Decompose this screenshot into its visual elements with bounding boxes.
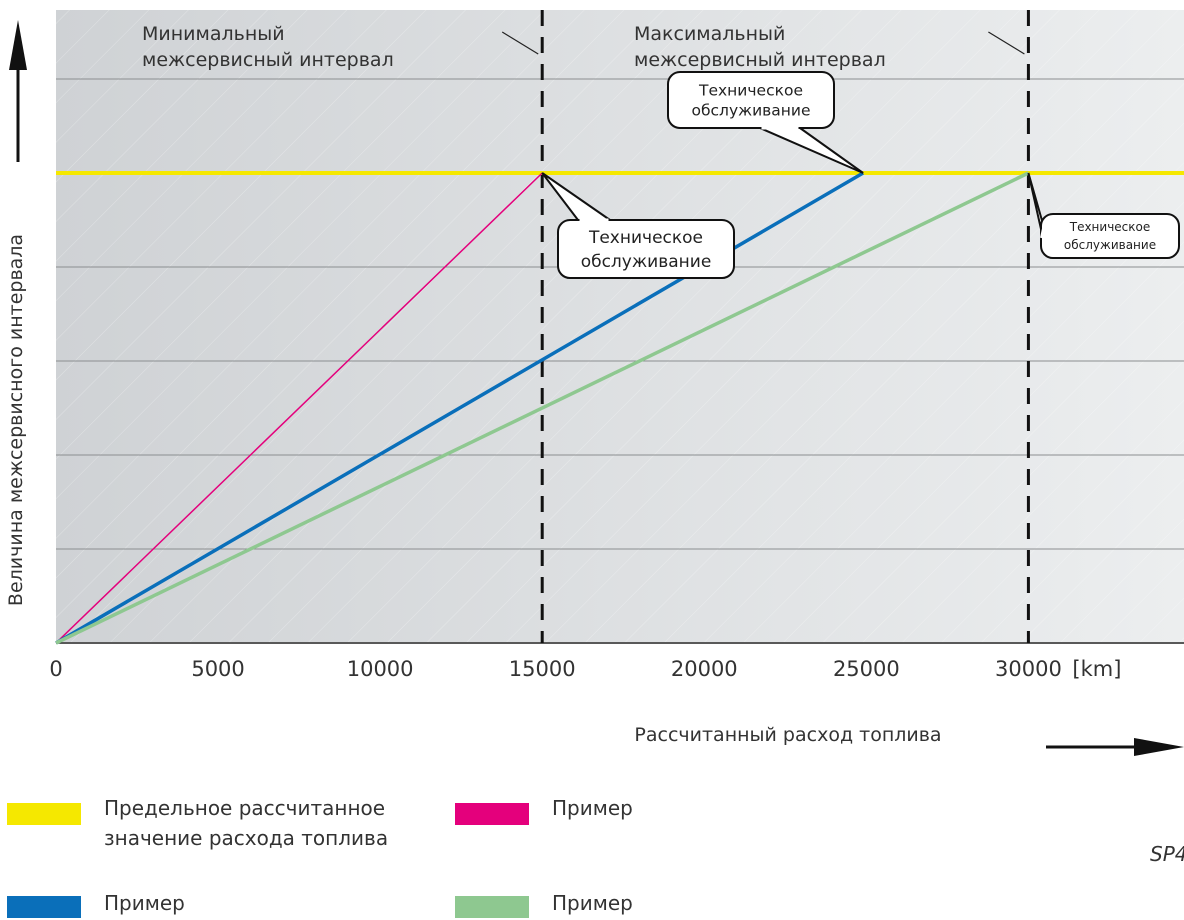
- interval-regions: Минимальный межсервисный интервал Максимал…: [142, 10, 1030, 643]
- callouts: Техническое обслуживание Техническое обслуж…: [541, 71, 1180, 279]
- x-axis-arrow: [1046, 738, 1184, 756]
- legend-label-green: Пример: [552, 891, 633, 915]
- x-axis-label: Рассчитанный расход топлива: [634, 724, 941, 746]
- callout-box: [557, 219, 735, 279]
- region-leader-line: [501, 31, 539, 55]
- callout-bubble: Техническое обслуживание: [667, 71, 864, 174]
- x-tick-label: 15000: [509, 657, 576, 681]
- y-axis-arrow: [9, 20, 27, 162]
- callout-seam: [1040, 223, 1046, 239]
- legend-swatch-blue: [7, 896, 81, 918]
- x-tick-label: 30000: [995, 657, 1062, 681]
- y-axis-label: Величина межсервисного интервала: [5, 234, 27, 606]
- x-tick-labels: 0 5000 10000 15000 20000 25000 30000: [49, 657, 1062, 681]
- legend-swatch-limit: [7, 803, 81, 825]
- plot-hatch: [56, 10, 1184, 642]
- x-tick-label: 10000: [347, 657, 414, 681]
- legend-label-limit: Предельное рассчитанное значение расхода…: [104, 796, 389, 850]
- callout-tail: [541, 172, 611, 221]
- x-tick-label: 25000: [833, 657, 900, 681]
- x-unit-label: [km]: [1072, 657, 1121, 681]
- callout-text: Техническое обслуживание: [691, 81, 810, 119]
- callout-text: Техническое обслуживание: [1064, 220, 1156, 252]
- x-tick-label: 20000: [671, 657, 738, 681]
- series-line: [55, 172, 543, 644]
- x-tick-label: 0: [49, 657, 62, 681]
- legend-label-magenta: Пример: [552, 796, 633, 820]
- figure-id: SP4: [1150, 842, 1184, 866]
- region-label: Минимальный межсервисный интервал: [142, 23, 394, 71]
- callout-tail: [759, 127, 864, 174]
- callout-box: [667, 71, 835, 129]
- callout-tail: [1027, 172, 1044, 239]
- legend-label-blue: Пример: [104, 891, 185, 915]
- series-line: [55, 171, 1030, 645]
- callout-bubble: Техническое обслуживание: [1027, 172, 1180, 259]
- callout-text: Техническое обслуживание: [581, 228, 712, 272]
- callout-bubble: Техническое обслуживание: [541, 172, 735, 279]
- legend-swatch-green: [455, 896, 529, 918]
- region-leader-line: [988, 31, 1025, 55]
- region-label: Максимальный межсервисный интервал: [634, 23, 886, 71]
- x-tick-label: 5000: [191, 657, 244, 681]
- legend-swatch-magenta: [455, 803, 529, 825]
